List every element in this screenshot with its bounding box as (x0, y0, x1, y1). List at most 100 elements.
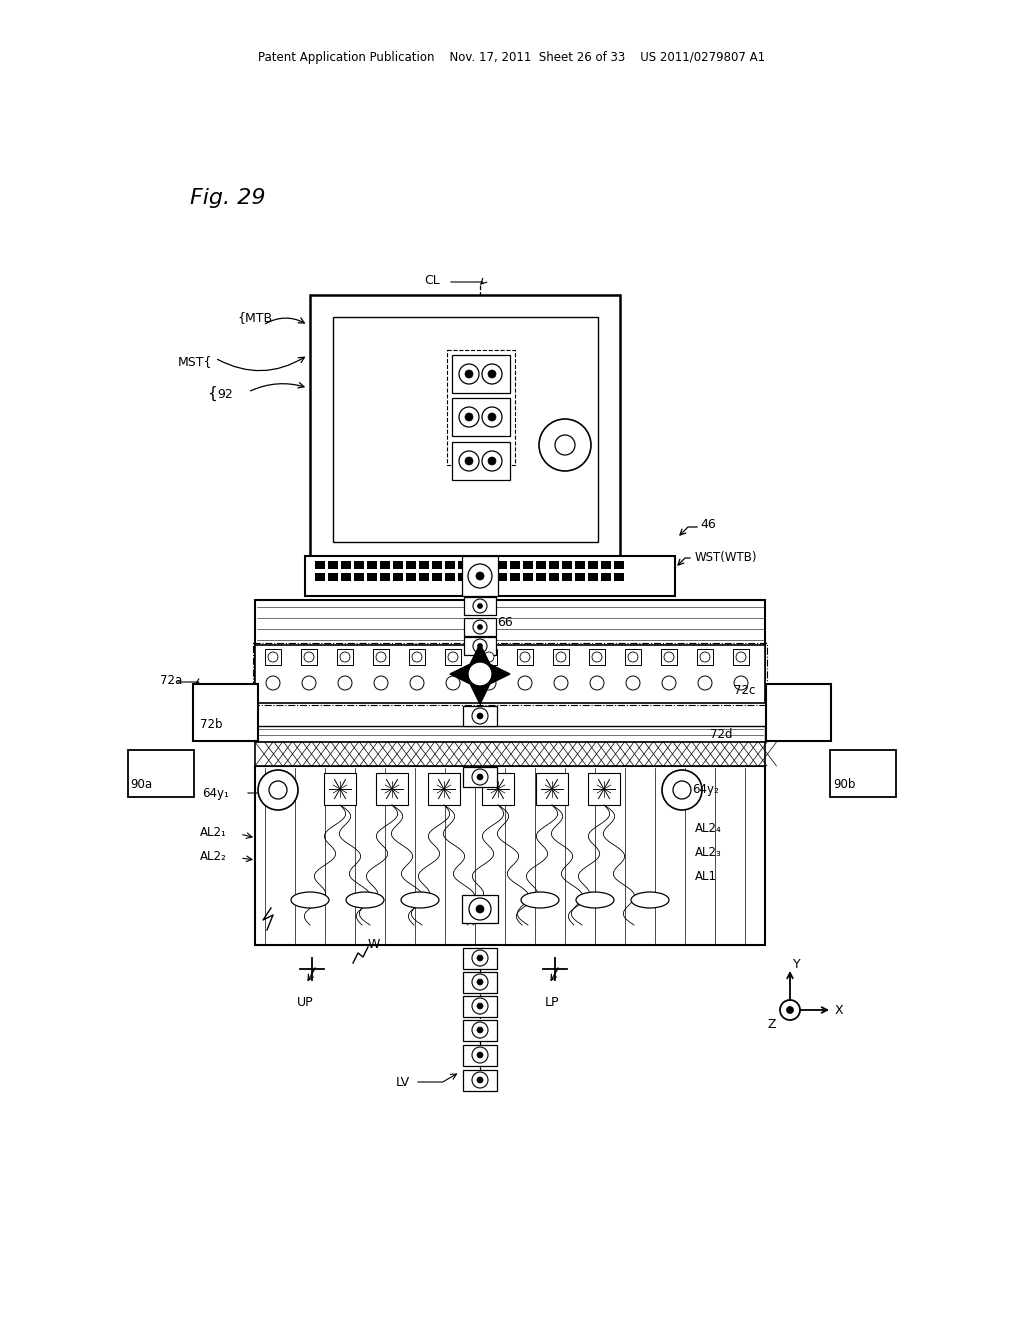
Circle shape (376, 652, 386, 663)
Bar (462, 556, 498, 597)
Bar (464, 638, 496, 655)
Circle shape (673, 781, 691, 799)
Text: 92: 92 (217, 388, 232, 401)
Bar (830, 750, 896, 797)
Circle shape (700, 652, 710, 663)
Bar (588, 774, 620, 805)
Circle shape (734, 676, 748, 690)
Circle shape (410, 676, 424, 690)
Circle shape (412, 652, 422, 663)
Bar (471, 561, 481, 569)
Bar (523, 573, 534, 581)
Circle shape (473, 599, 487, 612)
Circle shape (472, 998, 488, 1014)
Circle shape (488, 413, 496, 421)
Text: MST{: MST{ (178, 355, 213, 368)
Bar (447, 350, 515, 465)
Bar (523, 561, 534, 569)
Bar (625, 649, 641, 665)
Circle shape (556, 652, 566, 663)
Text: AL1: AL1 (695, 870, 717, 883)
Bar (601, 573, 611, 581)
Bar (463, 767, 497, 787)
Bar (419, 561, 429, 569)
Text: LV: LV (396, 1077, 411, 1089)
Circle shape (477, 624, 482, 630)
Bar (497, 561, 507, 569)
Bar (373, 649, 389, 665)
Bar (662, 649, 677, 665)
Circle shape (626, 676, 640, 690)
Bar (328, 561, 338, 569)
Bar (463, 948, 497, 969)
Circle shape (482, 676, 496, 690)
Circle shape (477, 1077, 483, 1082)
Circle shape (268, 652, 278, 663)
Circle shape (477, 1003, 483, 1008)
Circle shape (472, 770, 488, 785)
Bar (463, 1045, 497, 1067)
Bar (333, 317, 598, 543)
Text: 72a: 72a (160, 673, 182, 686)
Ellipse shape (631, 892, 669, 908)
Bar (464, 597, 496, 615)
Text: {MTB: {MTB (237, 312, 272, 325)
Text: W: W (368, 937, 380, 950)
Circle shape (258, 770, 298, 810)
Text: 72d: 72d (710, 729, 732, 742)
Circle shape (476, 572, 484, 579)
Circle shape (554, 676, 568, 690)
Circle shape (473, 620, 487, 634)
Circle shape (472, 1072, 488, 1088)
Bar (393, 573, 403, 581)
Bar (697, 649, 713, 665)
Bar (380, 573, 390, 581)
Bar (484, 561, 494, 569)
Text: AL2₂: AL2₂ (200, 850, 226, 863)
Text: AL2₃: AL2₃ (695, 846, 722, 859)
Circle shape (476, 906, 484, 913)
Text: AL2₄: AL2₄ (695, 821, 722, 834)
Text: LP: LP (545, 995, 559, 1008)
Bar (452, 442, 510, 480)
Circle shape (472, 1047, 488, 1063)
Bar (458, 561, 468, 569)
Circle shape (488, 370, 496, 378)
Text: UP: UP (297, 995, 313, 1008)
Bar (452, 355, 510, 393)
Bar (614, 561, 624, 569)
Circle shape (477, 603, 482, 609)
Bar (463, 972, 497, 993)
Circle shape (465, 370, 473, 378)
Circle shape (472, 1022, 488, 1038)
Polygon shape (450, 644, 510, 704)
Circle shape (590, 676, 604, 690)
Circle shape (459, 364, 479, 384)
Text: 72b: 72b (200, 718, 222, 731)
Circle shape (473, 639, 487, 653)
Bar (341, 561, 351, 569)
Bar (445, 573, 455, 581)
Circle shape (469, 898, 490, 920)
Bar (588, 561, 598, 569)
Ellipse shape (401, 892, 439, 908)
Bar (463, 1071, 497, 1092)
Circle shape (698, 676, 712, 690)
Bar (328, 573, 338, 581)
Bar (589, 649, 605, 665)
Bar (419, 573, 429, 581)
Text: 66: 66 (497, 615, 513, 628)
Bar (255, 601, 765, 680)
Bar (462, 895, 498, 923)
Bar (562, 561, 572, 569)
Text: {: { (207, 385, 217, 400)
Bar (428, 774, 460, 805)
Bar (463, 1020, 497, 1041)
Circle shape (488, 457, 496, 465)
Circle shape (446, 676, 460, 690)
Circle shape (520, 652, 530, 663)
Circle shape (459, 407, 479, 426)
Bar (601, 561, 611, 569)
Circle shape (664, 652, 674, 663)
Circle shape (482, 364, 502, 384)
